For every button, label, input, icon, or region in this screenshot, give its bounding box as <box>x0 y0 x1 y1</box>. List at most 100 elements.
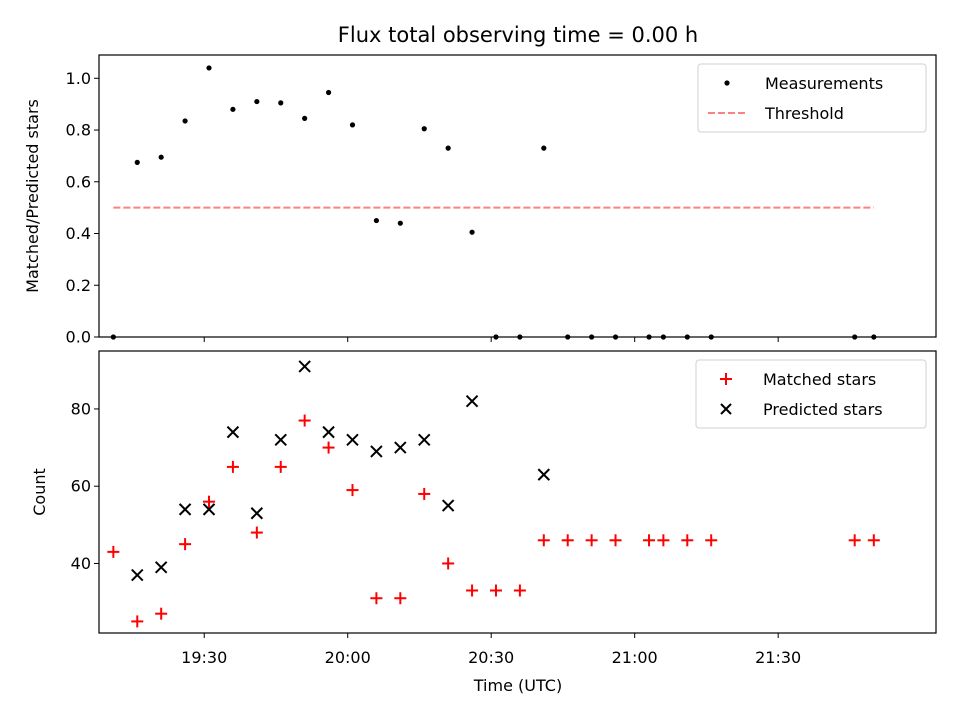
measurement-point <box>110 334 116 340</box>
matched-star-point <box>179 538 192 551</box>
ratio-y-tick-label: 0.4 <box>66 224 91 243</box>
measurement-point <box>517 334 523 340</box>
measurement-point <box>158 154 164 160</box>
predicted-star-point <box>537 468 551 481</box>
matched-star-point <box>489 584 502 597</box>
legend-measurements-marker <box>724 80 730 86</box>
ratio-legend-box <box>697 63 927 133</box>
count-legend-box <box>695 359 927 429</box>
predicted-star-point <box>178 503 192 516</box>
x-tick-label: 21:30 <box>755 648 801 667</box>
measurement-point <box>254 98 260 105</box>
x-tick-label: 21:00 <box>612 648 658 667</box>
predicted-star-point <box>298 360 311 373</box>
measurement-point <box>612 334 619 340</box>
predicted-star-point <box>250 507 264 520</box>
matched-star-point <box>298 414 311 427</box>
measurement-point <box>302 115 308 121</box>
matched-star-point <box>466 584 479 597</box>
count-legend: Matched stars Predicted stars <box>695 359 927 429</box>
matched-star-point <box>609 534 622 547</box>
matched-star-point <box>226 460 239 473</box>
matched-star-point <box>681 534 694 547</box>
predicted-star-point <box>202 503 216 516</box>
matched-star-point <box>322 441 335 454</box>
count-y-tick-label: 60 <box>71 477 91 496</box>
count-plot-area <box>98 350 937 634</box>
predicted-star-point <box>465 395 479 408</box>
measurement-point <box>469 229 475 235</box>
predicted-star-point <box>370 445 383 458</box>
ratio-y-tick-label: 0.2 <box>66 276 91 295</box>
legend-predicted-marker <box>720 403 732 415</box>
matched-star-point <box>107 545 120 558</box>
matched-star-point <box>274 460 287 473</box>
matched-star-point <box>155 607 168 620</box>
measurement-point <box>349 122 356 128</box>
measurement-point <box>325 89 332 96</box>
measurement-point <box>182 118 188 124</box>
predicted-star-point <box>131 568 144 582</box>
measurement-point <box>660 334 666 340</box>
matched-star-point <box>370 592 383 605</box>
predicted-star-point <box>346 433 359 447</box>
matched-star-point <box>561 534 574 547</box>
legend-measurements-label: Measurements <box>765 74 883 93</box>
predicted-star-point <box>154 561 168 574</box>
measurement-point <box>684 334 690 340</box>
x-axis-label: Time (UTC) <box>473 676 562 695</box>
measurement-point <box>397 220 403 226</box>
measurement-point <box>278 100 284 106</box>
matched-star-point <box>848 534 861 547</box>
count-y-axis-label: Count <box>30 468 49 516</box>
matched-star-point <box>203 495 216 508</box>
chart-title: Flux total observing time = 0.00 h <box>338 23 698 47</box>
matched-star-point <box>705 534 718 547</box>
ratio-y-tick-label: 0.6 <box>66 172 91 191</box>
measurement-point <box>852 334 858 340</box>
measurement-point <box>373 217 380 224</box>
x-tick-label: 20:00 <box>325 648 371 667</box>
measurement-point <box>646 334 652 340</box>
ratio-panel: Flux total observing time = 0.00 h 0.00.… <box>23 23 937 347</box>
measurement-point <box>589 334 595 340</box>
measurement-point <box>708 334 714 340</box>
matched-star-point <box>537 534 550 547</box>
measurement-point <box>445 145 451 151</box>
measurement-point <box>493 334 499 340</box>
x-tick-label: 20:30 <box>468 648 514 667</box>
legend-matched-label: Matched stars <box>763 370 876 389</box>
matched-star-point <box>418 487 431 500</box>
matched-star-point <box>585 534 598 547</box>
predicted-star-point <box>418 433 431 447</box>
ratio-y-axis-label: Matched/Predicted stars <box>23 99 42 293</box>
count-y-tick-label: 80 <box>71 399 91 418</box>
count-y-tick-label: 40 <box>71 554 91 573</box>
legend-matched-marker <box>720 373 732 385</box>
matched-star-point <box>131 615 144 628</box>
matched-star-point <box>643 534 656 547</box>
measurement-point <box>541 145 547 151</box>
ratio-y-tick-label: 0.8 <box>66 121 91 140</box>
ratio-y-tick-label: 1.0 <box>66 69 91 88</box>
legend-threshold-label: Threshold <box>764 104 844 123</box>
measurement-point <box>565 334 571 340</box>
count-x-ticks: 19:30 20:00 20:30 21:00 21:30 <box>181 633 801 667</box>
count-panel: 40 60 80 19:30 20:00 20:30 21:00 21:30 Count T… <box>30 350 937 695</box>
x-tick-label: 19:30 <box>181 648 227 667</box>
measurement-point <box>206 65 212 71</box>
legend-predicted-label: Predicted stars <box>763 400 883 419</box>
predicted-star-point <box>394 441 407 454</box>
count-series <box>107 360 880 628</box>
matched-star-point <box>250 526 263 539</box>
matched-star-point <box>442 557 455 570</box>
measurement-point <box>134 159 140 165</box>
ratio-y-ticks: 0.0 0.2 0.4 0.6 0.8 1.0 <box>66 69 99 347</box>
matched-star-point <box>513 584 526 597</box>
ratio-legend: Measurements Threshold <box>697 63 927 133</box>
matched-star-point <box>346 484 359 497</box>
matched-star-point <box>394 592 407 605</box>
predicted-star-point <box>226 425 240 439</box>
measurement-point <box>871 334 877 340</box>
